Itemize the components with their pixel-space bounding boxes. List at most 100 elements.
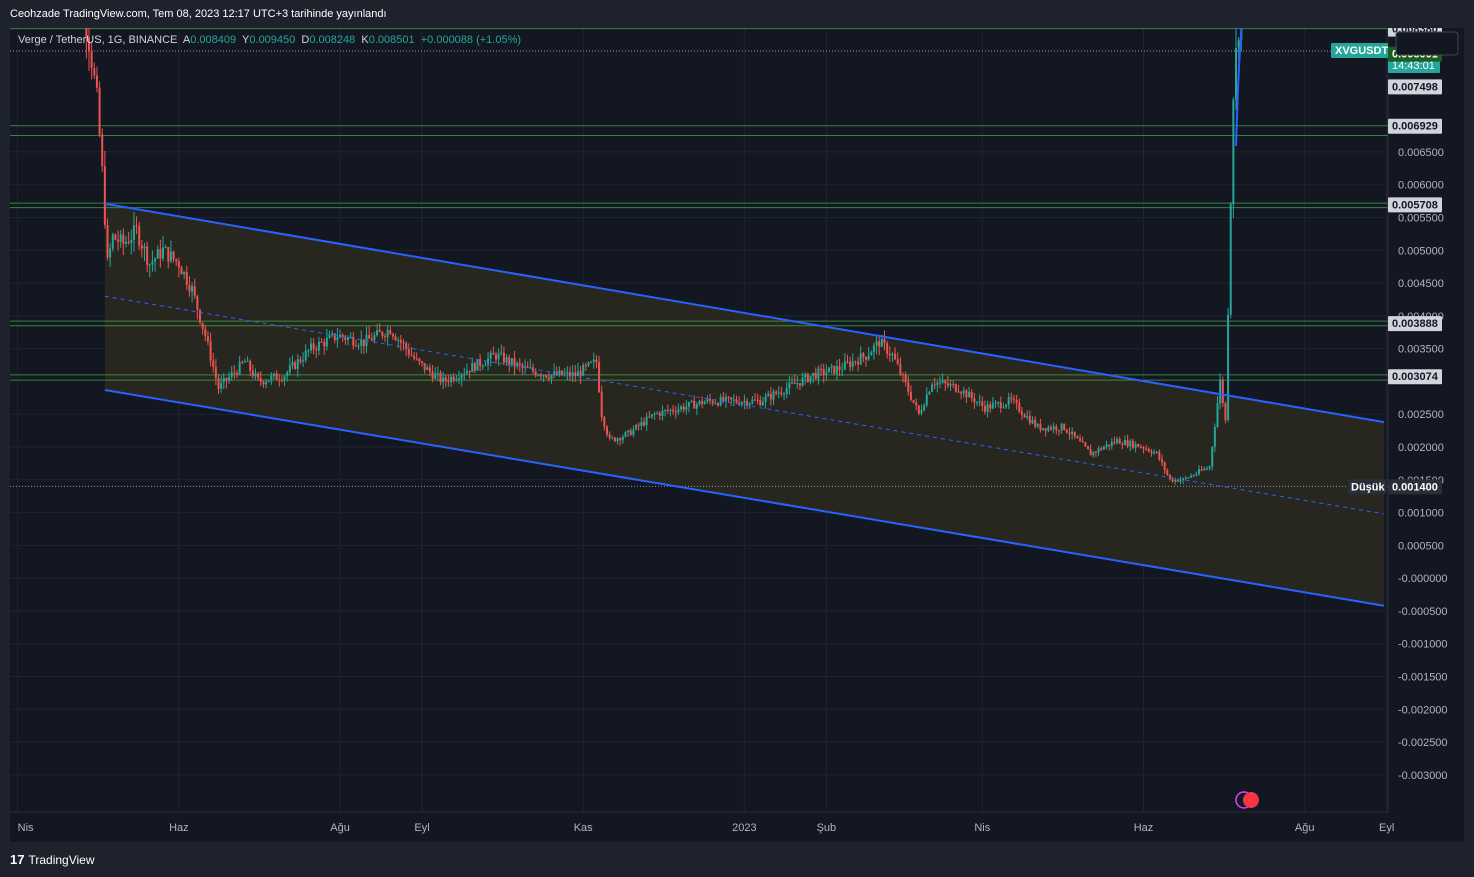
candle [1002, 402, 1005, 409]
candle [521, 362, 524, 375]
candle [1190, 473, 1193, 479]
candle-body [164, 247, 167, 249]
candle-body [838, 366, 841, 370]
candle-body [566, 371, 569, 374]
price-tag-box [1331, 43, 1388, 58]
candle-body [547, 377, 550, 380]
candle [529, 358, 532, 369]
candle [175, 258, 178, 266]
candle [154, 257, 157, 272]
candle [458, 370, 460, 385]
candle-body [373, 335, 376, 341]
candle-body [632, 429, 635, 436]
candle-body [1158, 451, 1161, 460]
candle-body [291, 362, 294, 366]
candle [616, 436, 619, 445]
candle [280, 375, 283, 383]
x-tick-label: 2023 [732, 822, 756, 834]
x-tick-label: Haz [1134, 822, 1154, 834]
candle [362, 339, 365, 354]
price-tag: 0.003888 [1388, 316, 1442, 332]
candle-body [780, 392, 783, 395]
candle [1005, 404, 1008, 409]
candle-body [722, 397, 725, 402]
candle [127, 231, 130, 245]
candle [1213, 423, 1216, 452]
candle [658, 411, 661, 421]
candle [1097, 445, 1100, 457]
candle [1013, 395, 1015, 404]
candle-body [109, 248, 112, 258]
candle [344, 334, 347, 345]
candle [624, 430, 627, 438]
candle-body [421, 361, 423, 363]
candle-body [915, 402, 918, 406]
candle-body [212, 360, 215, 368]
candle [558, 366, 561, 377]
candle [500, 344, 503, 356]
tradingview-logo[interactable]: 17 TradingView [10, 852, 95, 867]
candle [278, 373, 281, 387]
candle-body [783, 393, 786, 395]
candle-body [312, 343, 315, 350]
candle [315, 345, 318, 358]
candle-body [117, 239, 120, 242]
candle-body [629, 430, 632, 436]
candle [1050, 424, 1052, 432]
channel-upper-line [104, 202, 1385, 424]
candle [952, 380, 955, 389]
candle-body [672, 409, 675, 412]
candle [246, 356, 249, 362]
candle [899, 357, 902, 377]
candle-body [590, 361, 593, 363]
candle [796, 375, 799, 390]
candle-body [516, 362, 519, 367]
candle [1129, 438, 1132, 452]
candle-body [307, 350, 310, 352]
y-tick-label: -0.002000 [1398, 704, 1448, 716]
candle-body [280, 379, 283, 381]
price-tag-box [1388, 118, 1442, 134]
candle [949, 379, 952, 392]
candle-body [1020, 411, 1023, 415]
candle [674, 406, 677, 419]
candle [325, 328, 328, 351]
candle [928, 390, 931, 396]
candle [1176, 479, 1179, 483]
candle [574, 365, 577, 382]
candle-body [452, 376, 455, 381]
candle-body [909, 391, 912, 400]
candle [98, 81, 101, 138]
candle [989, 401, 992, 413]
candle-body [759, 399, 762, 406]
open-value: 0.008409 [190, 34, 237, 46]
candle [421, 360, 423, 367]
candle-body [225, 377, 228, 381]
candle-body [381, 332, 384, 337]
candle [484, 360, 487, 367]
candle [931, 382, 934, 393]
candle [846, 354, 849, 364]
price-tag-label: XVGUSDT [1335, 45, 1388, 57]
candle [312, 338, 315, 355]
candle-body [574, 372, 577, 376]
candle [114, 233, 117, 241]
candle [828, 367, 830, 373]
candle-body [941, 380, 944, 383]
candle-body [1174, 479, 1177, 482]
candle-body [561, 370, 564, 376]
candle [1179, 476, 1182, 485]
candle-body [767, 393, 770, 397]
x-tick-label: Ağu [330, 822, 350, 834]
price-chart[interactable]: 0.006500 0.006000 0.005500 0.005000 0.004500… [10, 28, 1464, 842]
candle [820, 364, 823, 376]
candle [415, 352, 418, 361]
candle [1108, 444, 1111, 451]
candle-body [756, 399, 759, 401]
candle [830, 363, 833, 374]
candle-body [946, 383, 949, 386]
candle-body [119, 234, 122, 242]
candle-body [426, 367, 429, 370]
candle-body [246, 360, 249, 362]
candle-body [994, 402, 997, 404]
